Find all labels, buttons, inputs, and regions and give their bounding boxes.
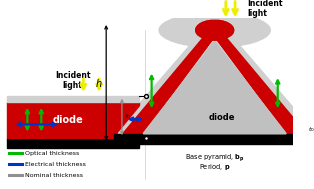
Polygon shape (215, 24, 306, 134)
Ellipse shape (191, 6, 238, 35)
Text: $h$: $h$ (95, 77, 102, 89)
Text: diode: diode (209, 113, 235, 122)
Text: Nominal thickness: Nominal thickness (24, 173, 83, 177)
Text: $t_0$: $t_0$ (308, 125, 314, 134)
Polygon shape (123, 24, 215, 134)
Text: Electrical thickness: Electrical thickness (24, 162, 85, 167)
Bar (7, 138, 138, 148)
Polygon shape (143, 42, 286, 134)
Polygon shape (123, 24, 215, 134)
Bar (7, 102, 138, 138)
Text: Incident
light: Incident light (247, 0, 283, 18)
Polygon shape (215, 24, 306, 134)
Polygon shape (114, 17, 314, 134)
Polygon shape (215, 17, 311, 134)
Polygon shape (143, 42, 286, 134)
Bar (114, 134, 314, 143)
Text: Incident
light: Incident light (55, 71, 90, 90)
Text: Period, $\mathbf{p}$: Period, $\mathbf{p}$ (199, 162, 230, 172)
Text: Optical thickness: Optical thickness (24, 151, 79, 156)
Ellipse shape (196, 20, 234, 40)
Text: $t_0$: $t_0$ (124, 112, 131, 121)
Text: Base pyramid, $\mathbf{b_p}$: Base pyramid, $\mathbf{b_p}$ (185, 153, 245, 164)
Ellipse shape (196, 20, 234, 40)
Polygon shape (118, 17, 215, 134)
Bar (7, 96, 138, 102)
Ellipse shape (159, 13, 270, 47)
Text: diode: diode (53, 115, 84, 125)
